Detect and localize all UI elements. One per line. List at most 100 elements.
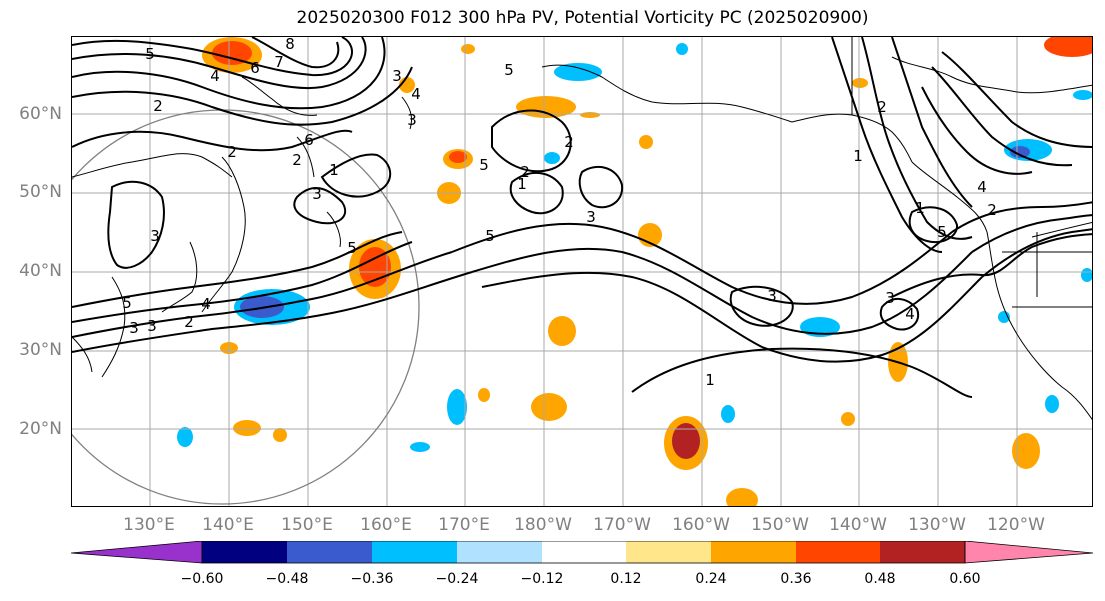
colorbar-extend-low <box>70 540 203 564</box>
lat-label-50n: 50°N <box>19 182 62 202</box>
contour-label: 3 <box>312 185 322 203</box>
map-svg: 5 8 7 6 4 3 2 2 3 1 2 3 5 5 6 5 3 4 2 3 … <box>72 37 1092 506</box>
pv-blob-positive <box>852 78 868 88</box>
map-panel: 5 8 7 6 4 3 2 2 3 1 2 3 5 5 6 5 3 4 2 3 … <box>71 36 1093 507</box>
colorbar-tick: −0.60 <box>180 571 224 587</box>
lon-label-130e: 130°E <box>123 515 175 535</box>
pv-blob-positive <box>1012 433 1040 469</box>
contour-label: 2 <box>184 313 194 331</box>
colorbar-tick: −0.36 <box>350 571 394 587</box>
lat-label-20n: 20°N <box>19 419 62 439</box>
pv-blob-positive <box>672 423 700 459</box>
colorbar <box>70 540 1096 569</box>
contour-label: 3 <box>129 319 139 337</box>
pv-blob-negative <box>410 442 430 452</box>
lon-label-120w: 120°W <box>987 515 1045 535</box>
contour-labels: 5 8 7 6 4 3 2 2 3 1 2 3 5 5 6 5 3 4 2 3 … <box>122 37 997 389</box>
contour-label: 2 <box>227 143 237 161</box>
contour-label: 5 <box>937 223 947 241</box>
contour-label: 3 <box>392 67 402 85</box>
pv-blob-negative <box>1081 268 1092 282</box>
colorbar-tick: 0.48 <box>864 571 896 587</box>
lon-label-140w: 140°W <box>829 515 887 535</box>
contour-label: 4 <box>977 178 987 196</box>
graticule <box>72 37 1092 506</box>
contour-label: 1 <box>517 175 527 193</box>
pv-blob-negative <box>676 43 688 55</box>
contour-label: 6 <box>304 131 314 149</box>
colorbar-segment <box>372 541 457 563</box>
contour-label: 5 <box>122 294 132 312</box>
pv-blob-positive <box>212 41 252 65</box>
contour-label: 2 <box>292 151 302 169</box>
contour-label: 4 <box>905 305 915 323</box>
pv-blob-negative <box>554 63 602 81</box>
colorbar-tick: 0.60 <box>949 571 981 587</box>
pv-blob-negative <box>177 427 193 447</box>
lon-label-150e: 150°E <box>281 515 333 535</box>
pv-blob-positive <box>516 96 576 118</box>
pv-blob-positive <box>478 388 490 402</box>
colorbar-tick: −0.24 <box>435 571 479 587</box>
pv-blob-positive <box>273 428 287 442</box>
colorbar-segment <box>880 541 965 563</box>
colorbar-tick: −0.12 <box>520 571 564 587</box>
pv-blob-negative <box>800 317 840 337</box>
contour-label: 2 <box>877 98 887 116</box>
contour-label: 1 <box>915 199 925 217</box>
colorbar-extend-high <box>964 540 1094 564</box>
pv-blob-negative <box>1010 146 1030 158</box>
lon-label-160e: 160°E <box>360 515 412 535</box>
lon-label-160w: 160°W <box>672 515 730 535</box>
pv-blob-positive <box>233 420 261 436</box>
lon-label-170w: 170°W <box>593 515 651 535</box>
pv-blob-positive <box>580 112 600 118</box>
contour-label: 8 <box>285 37 295 53</box>
lon-label-180w: 180°W <box>514 515 572 535</box>
contour-label: 7 <box>274 53 284 71</box>
pv-blob-positive <box>726 488 758 506</box>
contour-label: 4 <box>210 67 220 85</box>
pv-blob-positive <box>548 316 576 346</box>
pv-blob-negative <box>544 152 560 164</box>
pv-blob-positive <box>461 44 475 54</box>
contour-label: 1 <box>329 161 339 179</box>
contour-label: 5 <box>504 61 514 79</box>
lon-label-130w: 130°W <box>908 515 966 535</box>
pv-blob-positive <box>449 151 467 163</box>
pv-contours <box>72 37 1092 398</box>
contour-label: 3 <box>885 289 895 307</box>
contour-label: 3 <box>150 227 160 245</box>
colorbar-segment <box>626 541 711 563</box>
contour-label: 5 <box>145 45 155 63</box>
lon-label-140e: 140°E <box>202 515 254 535</box>
contour-label: 5 <box>479 156 489 174</box>
contour-label: 5 <box>347 239 357 257</box>
contour-label: 2 <box>153 97 163 115</box>
contour-label: 3 <box>407 111 417 129</box>
colorbar-segment <box>796 541 880 563</box>
lon-label-150w: 150°W <box>751 515 809 535</box>
colorbar-tick: 0.12 <box>610 571 642 587</box>
colorbar-segment <box>457 541 542 563</box>
contour-label: 2 <box>987 201 997 219</box>
colorbar-tick: −0.48 <box>265 571 309 587</box>
contour-label: 6 <box>250 59 260 77</box>
contour-label: 3 <box>767 287 777 305</box>
contour-label: 1 <box>853 147 863 165</box>
contour-label: 2 <box>520 163 530 181</box>
colorbar-segment <box>542 541 626 563</box>
colorbar-segment <box>287 541 372 563</box>
colorbar-tick: 0.36 <box>780 571 812 587</box>
coastlines <box>72 37 1092 421</box>
contour-label: 5 <box>485 227 495 245</box>
contour-label: 4 <box>201 295 211 313</box>
lon-label-170e: 170°E <box>438 515 490 535</box>
pv-blob-positive <box>639 135 653 149</box>
lat-label-30n: 30°N <box>19 340 62 360</box>
chart-title: 2025020300 F012 300 hPa PV, Potential Vo… <box>296 8 869 28</box>
colorbar-segment <box>202 541 287 563</box>
pv-blob-negative <box>1073 90 1092 100</box>
contour-label: 3 <box>586 208 596 226</box>
pv-blob-positive <box>531 393 567 421</box>
